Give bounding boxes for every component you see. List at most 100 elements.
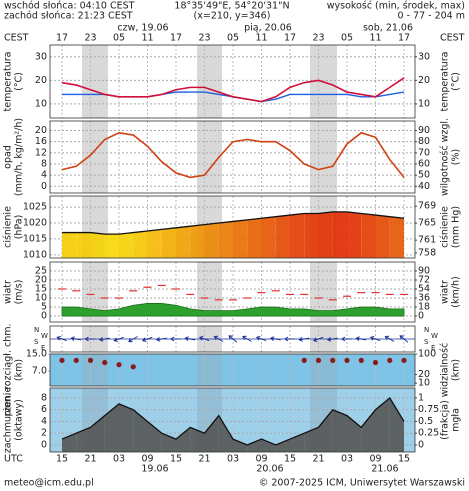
- y-tick-label: 12: [35, 147, 47, 158]
- hour-label: 15: [170, 454, 182, 465]
- hour-label: 03: [341, 454, 353, 465]
- night-band: [197, 121, 222, 193]
- axis-title: temperatura: [3, 52, 14, 112]
- axis-title: zachmurzenie: [3, 387, 14, 454]
- axis-title: ciśnienie: [3, 206, 14, 248]
- wind-area: [61, 303, 405, 317]
- series-line: [61, 77, 405, 103]
- area-segment: [176, 226, 191, 258]
- axis-title: (mm/h, kg/m²/h): [14, 118, 25, 196]
- hour-label: 17: [170, 33, 182, 44]
- hour-label: 15: [284, 454, 296, 465]
- axis-title: wiatr: [3, 280, 14, 304]
- cloud-dot: [401, 357, 407, 363]
- y2-tick-label: 30: [418, 51, 430, 62]
- y2-tick-label: 1: [418, 392, 424, 403]
- y2-tick-label: 10: [418, 98, 430, 109]
- y2-tick-label: 0: [418, 439, 424, 450]
- hour-label: 09: [141, 454, 153, 465]
- area-segment: [190, 427, 205, 452]
- area-segment: [247, 218, 262, 258]
- wind-arrow: [155, 337, 167, 342]
- y2-tick-label: 769: [418, 201, 436, 212]
- compass-label: N: [424, 326, 429, 334]
- y2-tick-label: 765: [418, 218, 436, 229]
- hour-label: 05: [113, 33, 125, 44]
- day-label: czw, 19.06: [117, 23, 168, 34]
- area-segment: [318, 211, 333, 258]
- y-tick-label: 1010: [23, 249, 47, 260]
- axis-title: (oktawy): [14, 399, 25, 441]
- wind-arrow: [56, 335, 67, 342]
- hour-label: 09: [369, 454, 381, 465]
- y2-tick-label: 0.75: [418, 404, 439, 415]
- wind-arrow: [213, 335, 224, 342]
- hour-label: 23: [198, 33, 210, 44]
- axis-title: temperatura: [440, 52, 451, 112]
- area-segment: [304, 213, 319, 258]
- area-segment: [176, 427, 191, 452]
- night-band: [197, 354, 222, 386]
- coords: 18°35'49"E, 54°20'31"N: [174, 1, 289, 12]
- y2-tick-label: 758: [418, 247, 436, 258]
- hour-label: 09: [255, 454, 267, 465]
- y2-tick-label: 60: [418, 159, 430, 170]
- day-label: pią, 20.06: [244, 23, 292, 34]
- panel-frame: [49, 387, 416, 453]
- y-tick-label: 15.0: [26, 349, 47, 360]
- area-segment: [261, 216, 276, 258]
- day-label: 20.06: [256, 464, 283, 475]
- y-tick-label: 25: [35, 266, 47, 277]
- y2-tick-label: 20: [418, 369, 430, 380]
- cloud-dot: [315, 357, 322, 363]
- y-tick-label: 16: [35, 136, 47, 147]
- wind-arrow: [341, 336, 352, 342]
- y-tick-label: 30: [35, 51, 47, 62]
- wind-arrow: [128, 336, 138, 343]
- y2-tick-label: 72: [418, 275, 430, 286]
- night-band: [197, 45, 222, 118]
- y-tick-label: 1020: [23, 218, 47, 229]
- area-segment: [389, 397, 404, 452]
- y2-tick-label: 10: [418, 378, 430, 389]
- hour-label: 21: [84, 454, 96, 465]
- y2-tick-label: 80: [418, 136, 430, 147]
- compass-label: W: [431, 332, 438, 340]
- hour-label: 03: [113, 454, 125, 465]
- area-segment: [161, 227, 176, 258]
- panel: N NW WS SE E: [34, 325, 438, 353]
- area-segment: [261, 439, 276, 452]
- y2-tick-label: 90: [418, 266, 430, 277]
- wind-arrow: [198, 335, 210, 342]
- axis-title: (m/s): [14, 280, 25, 305]
- axis-title: mgła: [451, 408, 462, 432]
- cloud-dot: [116, 362, 122, 368]
- y-tick-label: 10: [35, 293, 47, 304]
- y2-tick-label: 0.5: [418, 416, 433, 427]
- wind-arrow: [141, 336, 153, 343]
- y2-tick-label: 20: [418, 75, 430, 86]
- hour-label: 23: [84, 33, 96, 44]
- axis-title: wiatr: [440, 280, 451, 304]
- area-segment: [90, 232, 105, 258]
- area-segment: [375, 215, 390, 258]
- y-tick-label: 5: [41, 302, 47, 313]
- area-outline: [61, 397, 405, 446]
- wind-arrow: [113, 336, 124, 343]
- y-tick-label: 10: [35, 98, 47, 109]
- y2-tick-label: 50: [418, 170, 430, 181]
- panel-frame: [49, 44, 416, 119]
- wind-arrow: [312, 336, 324, 343]
- cloud-dot: [102, 359, 108, 366]
- hour-label: 17: [56, 33, 68, 44]
- area-segment: [318, 409, 333, 452]
- y-tick-label: 20: [35, 125, 47, 136]
- cloud-dot: [358, 357, 364, 363]
- wind-arrow: [326, 337, 338, 342]
- area-segment: [62, 232, 77, 258]
- night-band: [310, 121, 337, 193]
- sunrise: wschód słońca: 04:10 CEST: [4, 1, 135, 12]
- area-segment: [147, 229, 162, 258]
